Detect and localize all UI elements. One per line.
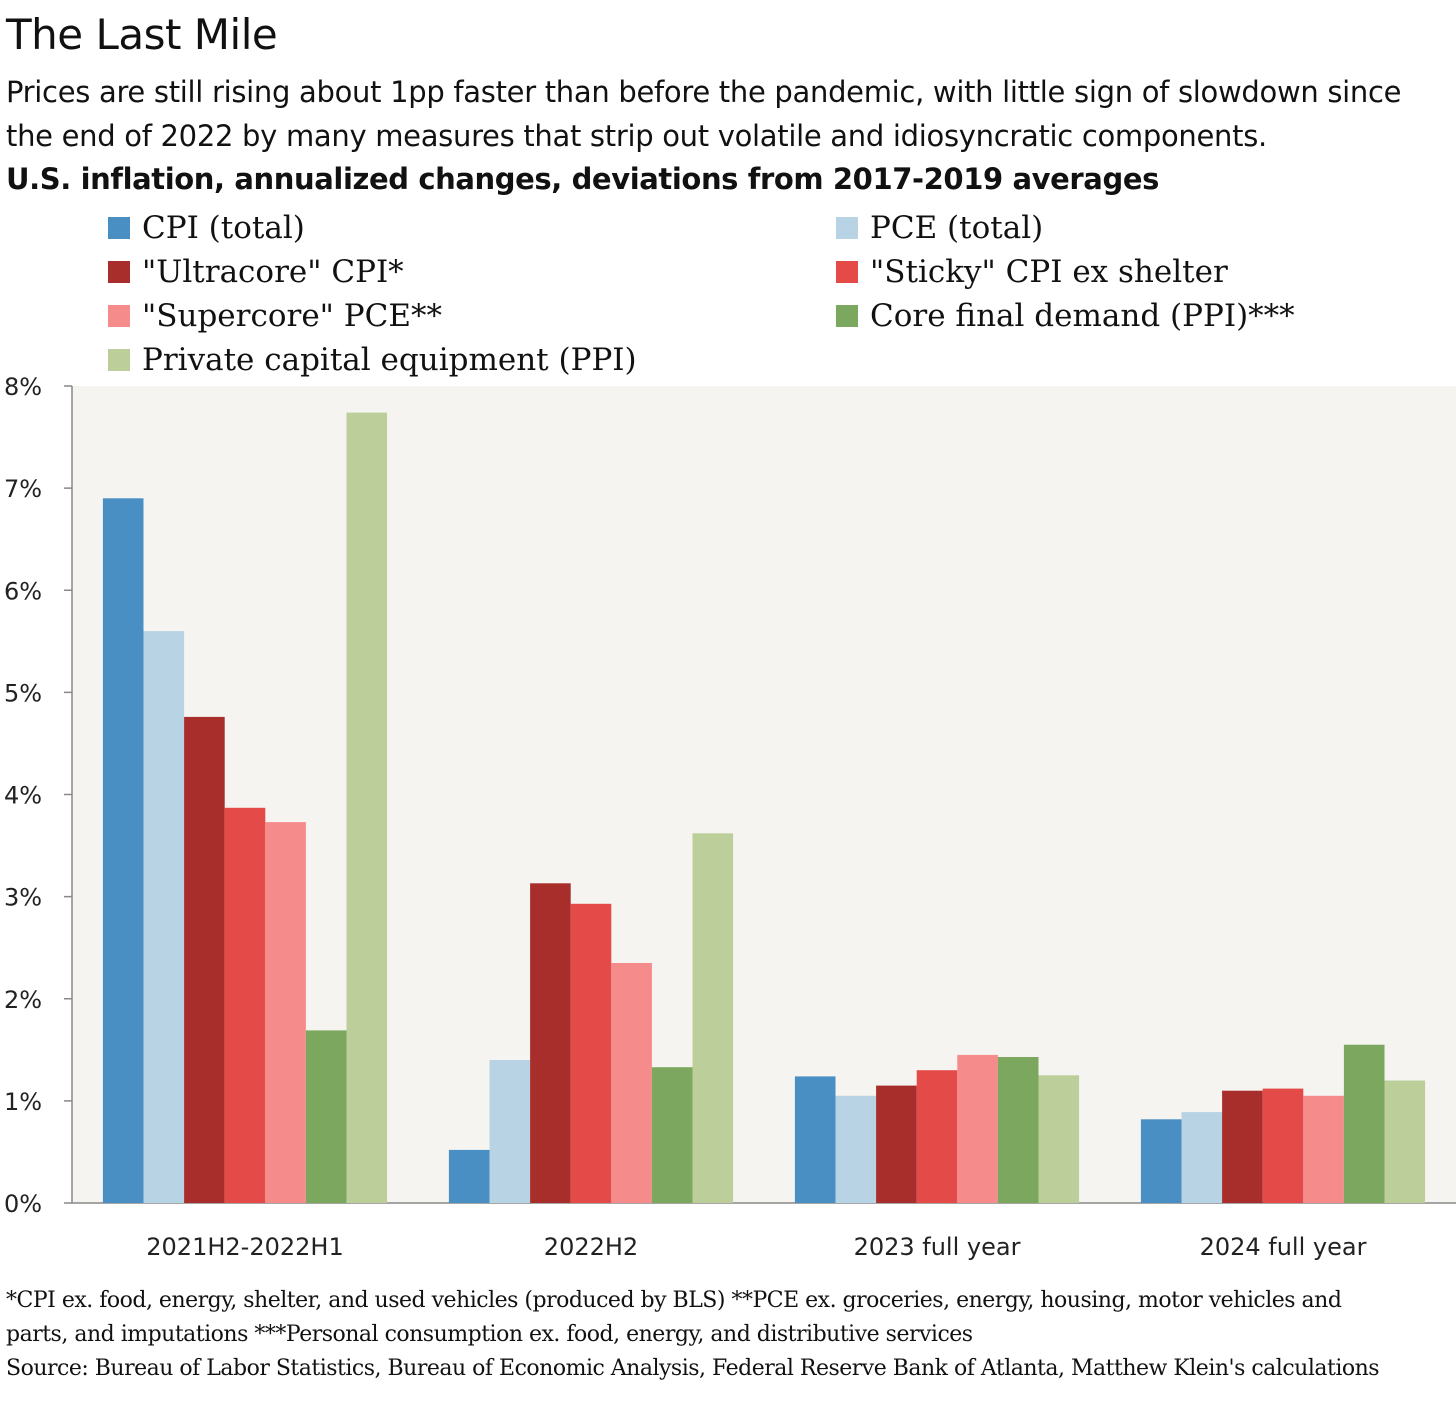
bar <box>835 1095 877 1203</box>
legend-swatch <box>108 349 130 371</box>
bar <box>530 883 571 1203</box>
legend-swatch <box>108 217 130 239</box>
bar <box>957 1054 998 1203</box>
bar <box>916 1070 958 1203</box>
legend-swatch <box>836 217 858 239</box>
bar <box>489 1060 531 1203</box>
legend-item-pce-total: PCE (total) <box>836 210 1043 246</box>
y-tick-label: 0% <box>4 1190 42 1218</box>
legend-item-cpi-total: CPI (total) <box>108 210 305 246</box>
legend-label: "Supercore" PCE** <box>142 298 442 334</box>
footnote-line-1: *CPI ex. food, energy, shelter, and used… <box>6 1288 1342 1313</box>
legend-label: "Sticky" CPI ex shelter <box>870 254 1228 290</box>
bar <box>1343 1044 1385 1203</box>
bar <box>611 963 652 1203</box>
bar <box>1222 1090 1263 1203</box>
bar <box>184 716 225 1203</box>
bar <box>224 807 266 1203</box>
bar <box>570 903 612 1203</box>
bar <box>1303 1095 1344 1203</box>
legend-swatch <box>836 305 858 327</box>
bar <box>997 1057 1039 1203</box>
legend-item-ultracore-cpi: "Ultracore" CPI* <box>108 254 404 290</box>
x-tick-label: 2023 full year <box>854 1233 1021 1261</box>
bar-chart: 0% 1% 2% 3% 4% 5% 6% 7% 8% 2021H2-2022H1 2022H2 202… <box>4 373 1456 1261</box>
x-tick-label: 2024 full year <box>1200 1233 1367 1261</box>
y-tick-label: 1% <box>4 1088 42 1116</box>
bar <box>143 631 185 1203</box>
bar <box>876 1085 917 1203</box>
legend-label: "Ultracore" CPI* <box>142 254 404 290</box>
bar <box>346 412 388 1204</box>
legend-swatch <box>108 305 130 327</box>
source-note: Source: Bureau of Labor Statistics, Bure… <box>6 1356 1380 1381</box>
bar <box>448 1149 490 1203</box>
chart-subtitle: Prices are still rising about 1pp faster… <box>6 75 1402 153</box>
chart-title: The Last Mile <box>6 10 278 59</box>
y-tick-label: 3% <box>4 884 42 912</box>
y-tick-label: 7% <box>4 475 42 503</box>
legend-label: Core final demand (PPI)*** <box>870 298 1295 334</box>
bar <box>692 833 734 1203</box>
bar <box>1181 1112 1223 1203</box>
bar <box>102 498 144 1203</box>
bar <box>1140 1119 1182 1203</box>
legend-item-core-final-demand: Core final demand (PPI)*** <box>836 298 1295 334</box>
legend-swatch <box>836 261 858 283</box>
y-tick-label: 4% <box>4 782 42 810</box>
bar <box>1262 1088 1304 1203</box>
chart-heading: U.S. inflation, annualized changes, devi… <box>6 162 1159 196</box>
legend-item-sticky-cpi: "Sticky" CPI ex shelter <box>836 254 1228 290</box>
legend-item-private-capital-equipment: Private capital equipment (PPI) <box>108 342 637 378</box>
y-tick-label: 5% <box>4 679 42 707</box>
legend: CPI (total) PCE (total) "Ultracore" CPI*… <box>0 210 1456 386</box>
bar <box>1384 1080 1426 1203</box>
bar <box>1038 1075 1080 1203</box>
legend-swatch <box>108 261 130 283</box>
y-tick-label: 8% <box>4 373 42 401</box>
bar <box>794 1076 836 1203</box>
footnote-line-2: parts, and imputations ***Personal consu… <box>6 1322 973 1347</box>
bar <box>305 1030 347 1203</box>
x-tick-label: 2021H2-2022H1 <box>146 1233 343 1261</box>
legend-label: Private capital equipment (PPI) <box>142 342 637 378</box>
x-tick-label: 2022H2 <box>544 1233 638 1261</box>
legend-label: PCE (total) <box>870 210 1044 246</box>
footnotes: *CPI ex. food, energy, shelter, and used… <box>6 1284 1452 1386</box>
legend-item-supercore-pce: "Supercore" PCE** <box>108 298 442 334</box>
y-tick-label: 2% <box>4 986 42 1014</box>
y-tick-label: 6% <box>4 577 42 605</box>
bar <box>651 1067 693 1203</box>
legend-label: CPI (total) <box>142 210 305 246</box>
bar <box>265 822 306 1203</box>
